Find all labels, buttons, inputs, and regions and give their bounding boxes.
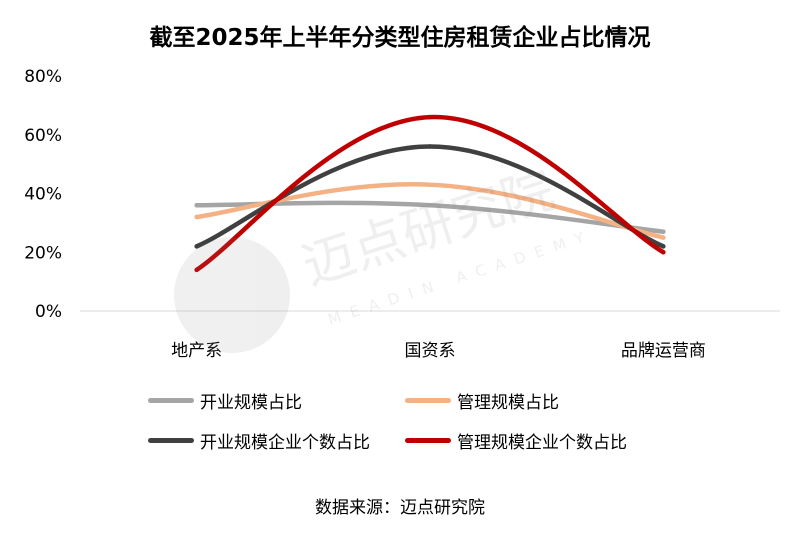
y-tick-label: 80% — [24, 67, 62, 87]
data-source: 数据来源：迈点研究院 — [315, 498, 485, 518]
data-point — [427, 182, 433, 187]
legend-item: 管理规模企业个数占比 — [405, 428, 627, 453]
legend-item: 管理规模占比 — [405, 388, 559, 413]
legend-label: 开业规模企业个数占比 — [200, 432, 370, 453]
legend-swatch — [405, 397, 451, 403]
data-point — [661, 244, 666, 249]
y-tick-label: 20% — [24, 243, 62, 263]
data-point — [194, 267, 199, 273]
data-point — [427, 144, 433, 149]
legend-label: 管理规模企业个数占比 — [457, 432, 627, 453]
chart-title: 截至2025年上半年分类型住房租赁企业占比情况 — [149, 25, 651, 51]
legend-item: 开业规模占比 — [148, 388, 302, 413]
data-point — [427, 203, 433, 208]
data-point — [194, 214, 199, 220]
legend-swatch — [148, 437, 194, 443]
x-tick-label: 品牌运营商 — [621, 341, 706, 361]
data-point — [661, 229, 666, 234]
series-line-4 — [194, 114, 666, 273]
data-point — [661, 250, 666, 255]
data-point — [194, 203, 199, 208]
legend-label: 管理规模占比 — [457, 392, 559, 413]
y-tick-label: 0% — [35, 302, 62, 322]
data-point — [427, 114, 433, 120]
legend-item: 开业规模企业个数占比 — [148, 428, 370, 453]
legend-swatch — [148, 397, 194, 403]
legend-swatch — [405, 437, 451, 443]
data-point — [194, 244, 199, 249]
line-chart: 0% 20% 40% 60% 80% 地产系 国资系 品牌运营商 — [24, 67, 780, 361]
y-tick-label: 40% — [24, 185, 62, 205]
x-tick-label: 地产系 — [171, 341, 222, 361]
data-point — [661, 235, 666, 240]
y-tick-label: 60% — [24, 126, 62, 146]
x-tick-label: 国资系 — [405, 341, 456, 361]
legend-label: 开业规模占比 — [200, 392, 302, 413]
